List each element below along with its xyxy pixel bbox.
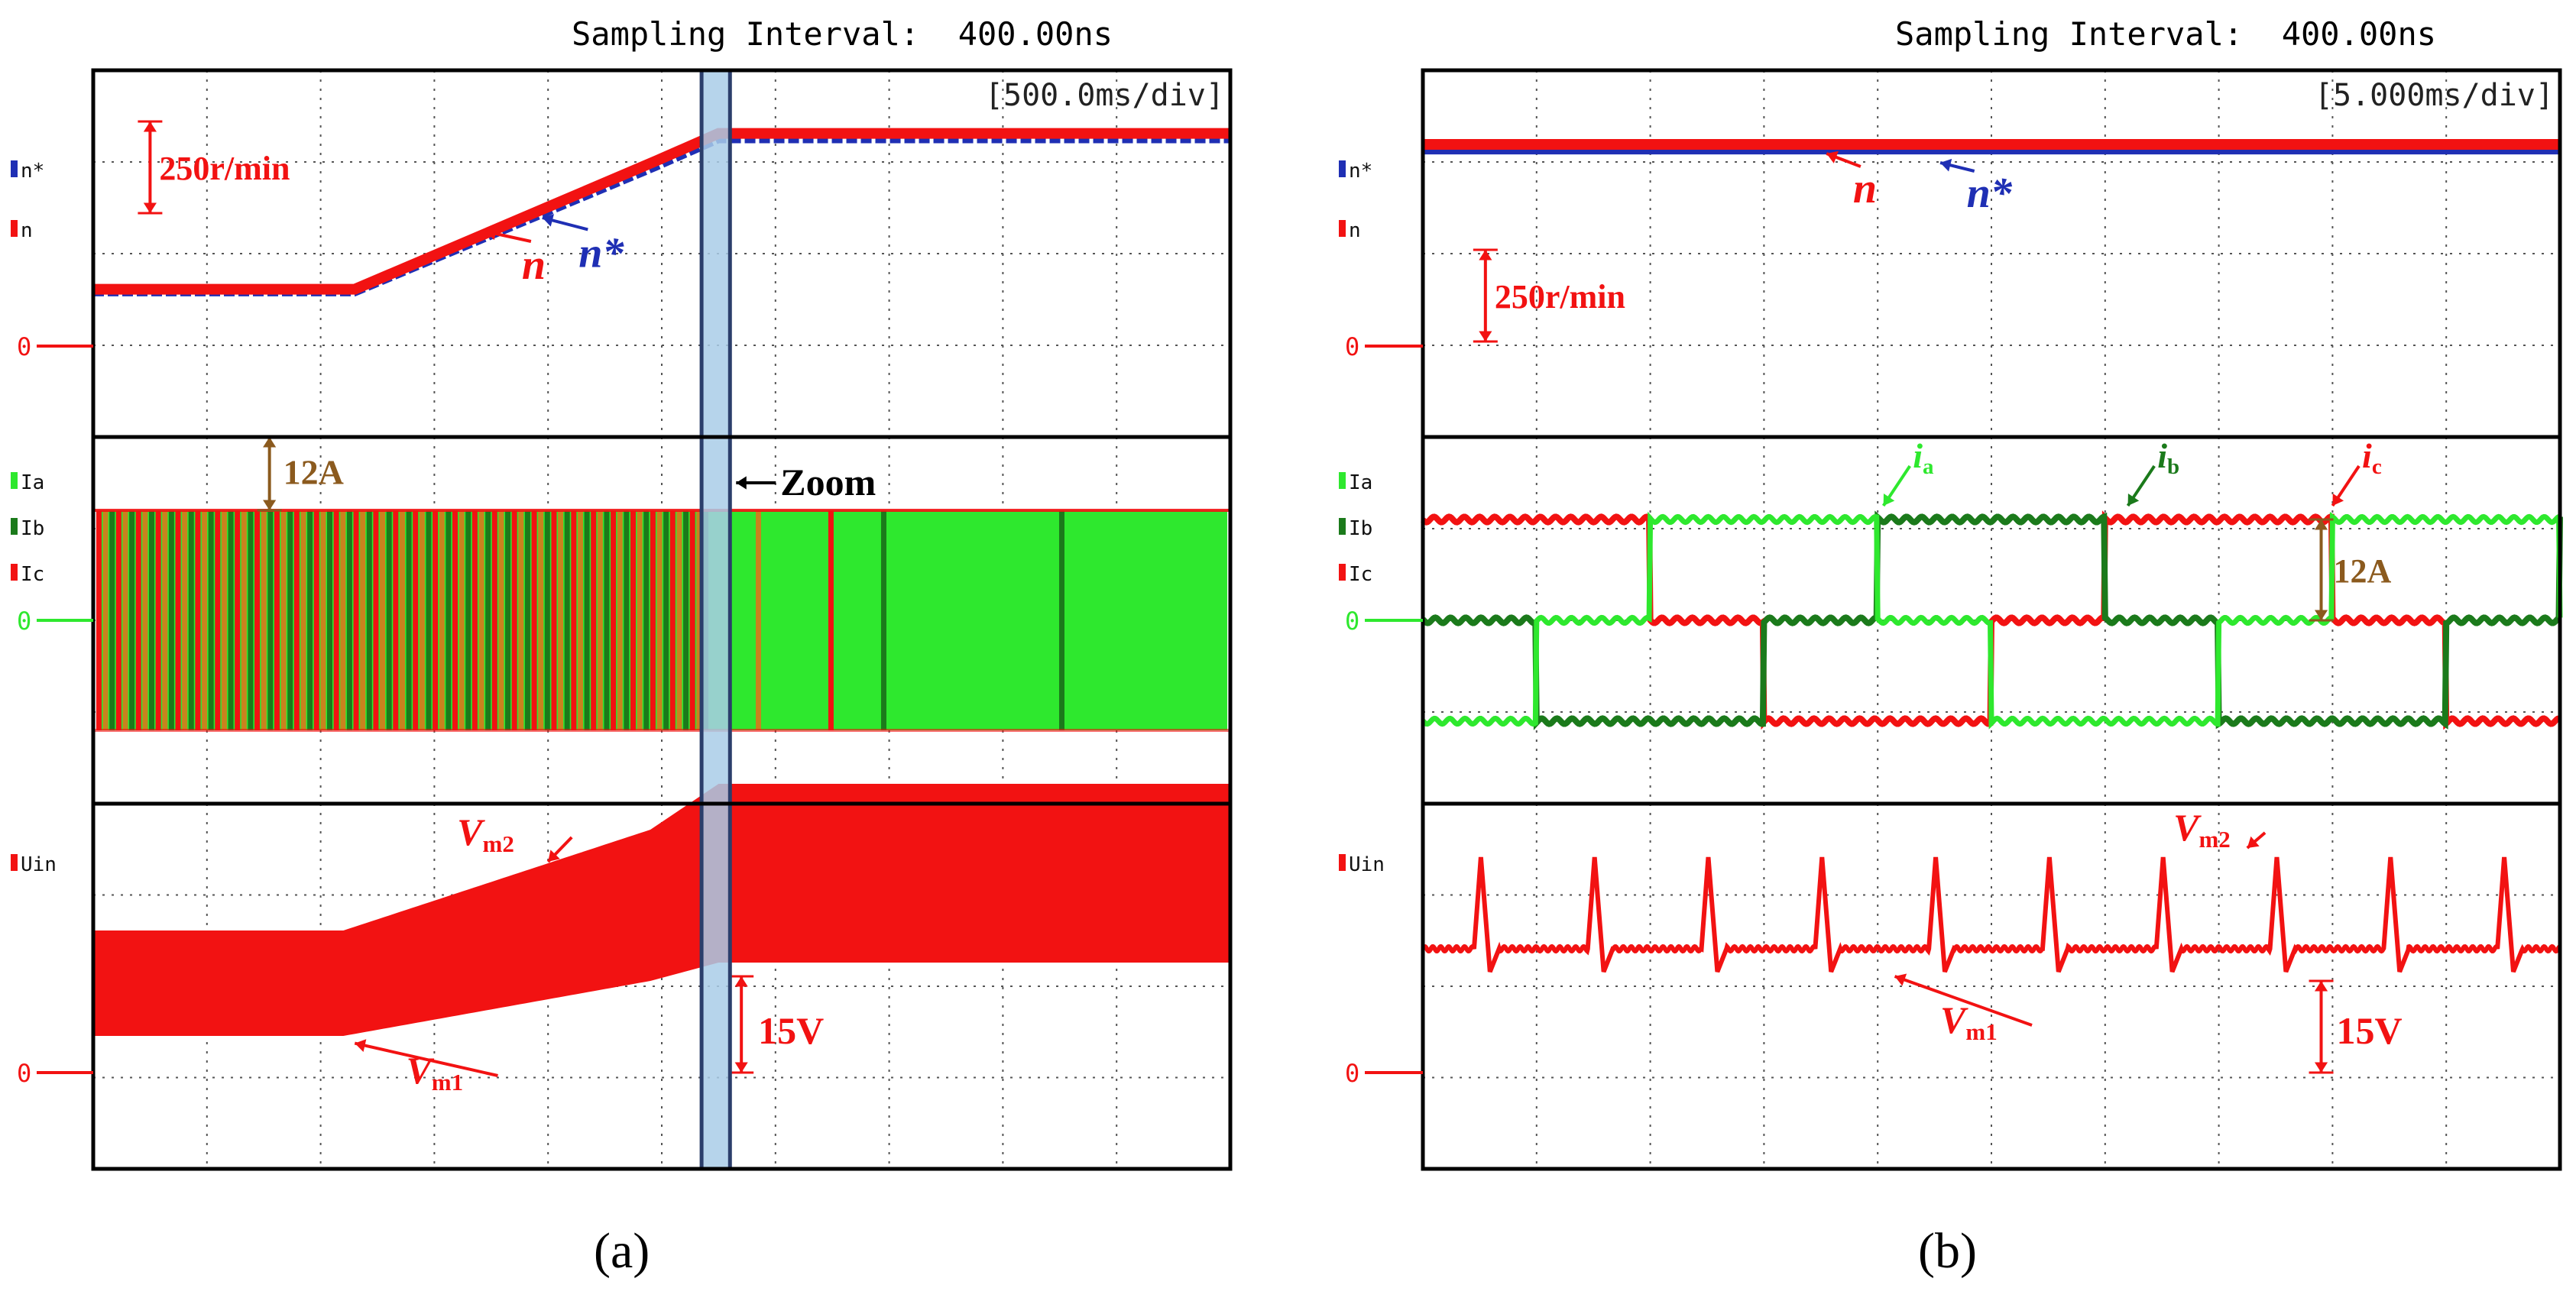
zoom-band [702, 72, 731, 1167]
arrow-head [734, 1062, 748, 1073]
arrow-head [2127, 494, 2140, 506]
legend-uin: Uin [21, 853, 57, 876]
zero-voltage: 0 [1345, 1059, 1359, 1088]
legend-ib-swatch [1339, 518, 1346, 535]
header-a: Sampling Interval: 400.00ns [572, 15, 1113, 53]
zero-voltage: 0 [17, 1059, 31, 1088]
scale-label-15v: 15V [758, 1009, 824, 1052]
legend-ia: Ia [21, 471, 44, 494]
arrow-head [1479, 250, 1492, 261]
legend-n: n [21, 219, 33, 242]
legend-uin-swatch [1339, 854, 1346, 871]
channel-legends: n* n 0 Ia Ib Ic 0 Uin 0 [11, 160, 93, 1088]
scale-label-15v: 15V [2337, 1009, 2403, 1052]
label-subscript: a [1923, 455, 1934, 479]
legend-n-ref-swatch [11, 160, 18, 177]
annotation-nref: n* [578, 229, 624, 277]
legend-ia: Ia [1349, 471, 1372, 494]
series-uin [1421, 856, 2561, 973]
legend-n-swatch [11, 220, 18, 237]
scale-label-250rpm: 250r/min [1495, 278, 1625, 316]
legend-ia-swatch [11, 472, 18, 489]
legend-ic: Ic [1349, 563, 1372, 586]
arrow-head [1894, 973, 1907, 986]
legend-n-ref: n* [1349, 160, 1372, 183]
voltage-envelope [93, 784, 1230, 1036]
arrow-head [143, 121, 157, 132]
timebase-a: [500.0ms/div] [985, 78, 1224, 113]
arrow-head [734, 976, 748, 987]
label-subscript: b [2167, 455, 2179, 479]
arrow-head [1826, 150, 1839, 163]
scale-label-250rpm: 250r/min [159, 150, 290, 187]
arrow-head [1940, 158, 1952, 172]
arrow-head [542, 214, 554, 227]
zoom-label: Zoom [780, 461, 876, 503]
speed-pane: 250r/min n n* [5.000ms/div] [1423, 78, 2560, 343]
arrow-head [2314, 981, 2328, 992]
caption-b: (b) [1918, 1223, 1977, 1279]
legend-ib-swatch [11, 518, 18, 535]
legend-ia-swatch [1339, 472, 1346, 489]
timebase-b: [5.000ms/div] [2315, 78, 2554, 113]
label-subscript: m1 [1965, 1018, 1997, 1045]
legend-uin-swatch [11, 854, 18, 871]
legend-ib: Ib [1349, 517, 1372, 540]
series-ib [1421, 510, 2563, 730]
arrow-head [2314, 519, 2328, 530]
zero-speed: 0 [17, 332, 31, 361]
annotation-arrow-m1 [1894, 975, 2033, 1027]
zero-current: 0 [17, 607, 31, 636]
legend-ib: Ib [21, 517, 44, 540]
channel-legends: n* n 0 Ia Ib Ic 0 Uin 0 [1339, 160, 1423, 1088]
series-ia [1421, 511, 2563, 730]
legend-n-ref-swatch [1339, 160, 1346, 177]
legend-n-swatch [1339, 220, 1346, 237]
annotation-ic: ic [2362, 436, 2382, 479]
label-subscript: c [2372, 455, 2382, 479]
label-subscript: m2 [483, 830, 514, 857]
annotation-n: n [1853, 165, 1877, 212]
arrow-head [2314, 610, 2328, 620]
label-subscript: m2 [2199, 826, 2230, 853]
zero-current: 0 [1345, 607, 1359, 636]
arrow-head [263, 500, 277, 510]
annotation-arrow-m1 [354, 1041, 498, 1077]
legend-n: n [1349, 219, 1361, 242]
legend-ic: Ic [21, 563, 44, 586]
arrow-head [1479, 331, 1492, 341]
scale-label-12a: 12A [284, 453, 344, 492]
header-b: Sampling Interval: 400.00ns [1895, 15, 2437, 53]
zoom-window: Zoom [699, 70, 876, 1169]
legend-ic-swatch [1339, 564, 1346, 581]
legend-uin: Uin [1349, 853, 1385, 876]
speed-pane: 250r/min n n* [500.0ms/div] [93, 78, 1230, 296]
scale-label-12a: 12A [2334, 552, 2392, 590]
caption-a: (a) [594, 1223, 650, 1279]
annotation-nref: n* [1967, 170, 2013, 217]
arrow-head [143, 202, 157, 213]
arrow-head [548, 850, 560, 862]
arrow-head [1883, 494, 1895, 506]
arrow-head [736, 476, 747, 490]
arrow-head [263, 437, 277, 448]
annotation-n: n [522, 241, 546, 289]
arrow-head [355, 1039, 367, 1052]
arrow-head [2314, 1062, 2328, 1073]
legend-ic-swatch [11, 564, 18, 581]
series-n [93, 128, 1230, 295]
label-subscript: m1 [432, 1069, 463, 1096]
legend-n-ref: n* [21, 160, 44, 183]
arrow-head [2247, 836, 2260, 848]
zero-speed: 0 [1345, 332, 1359, 361]
arrow-head [485, 227, 497, 241]
arrow-head [2332, 494, 2344, 506]
current-pane: 12A [93, 435, 1230, 732]
